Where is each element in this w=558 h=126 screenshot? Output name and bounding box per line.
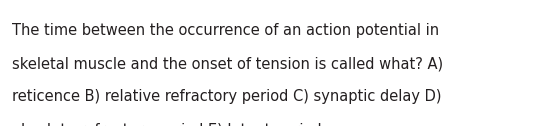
Text: skeletal muscle and the onset of tension is called what? A): skeletal muscle and the onset of tension… bbox=[12, 56, 444, 71]
Text: absolute refractory period E) latent period: absolute refractory period E) latent per… bbox=[12, 123, 322, 126]
Text: The time between the occurrence of an action potential in: The time between the occurrence of an ac… bbox=[12, 23, 439, 38]
Text: reticence B) relative refractory period C) synaptic delay D): reticence B) relative refractory period … bbox=[12, 89, 442, 104]
